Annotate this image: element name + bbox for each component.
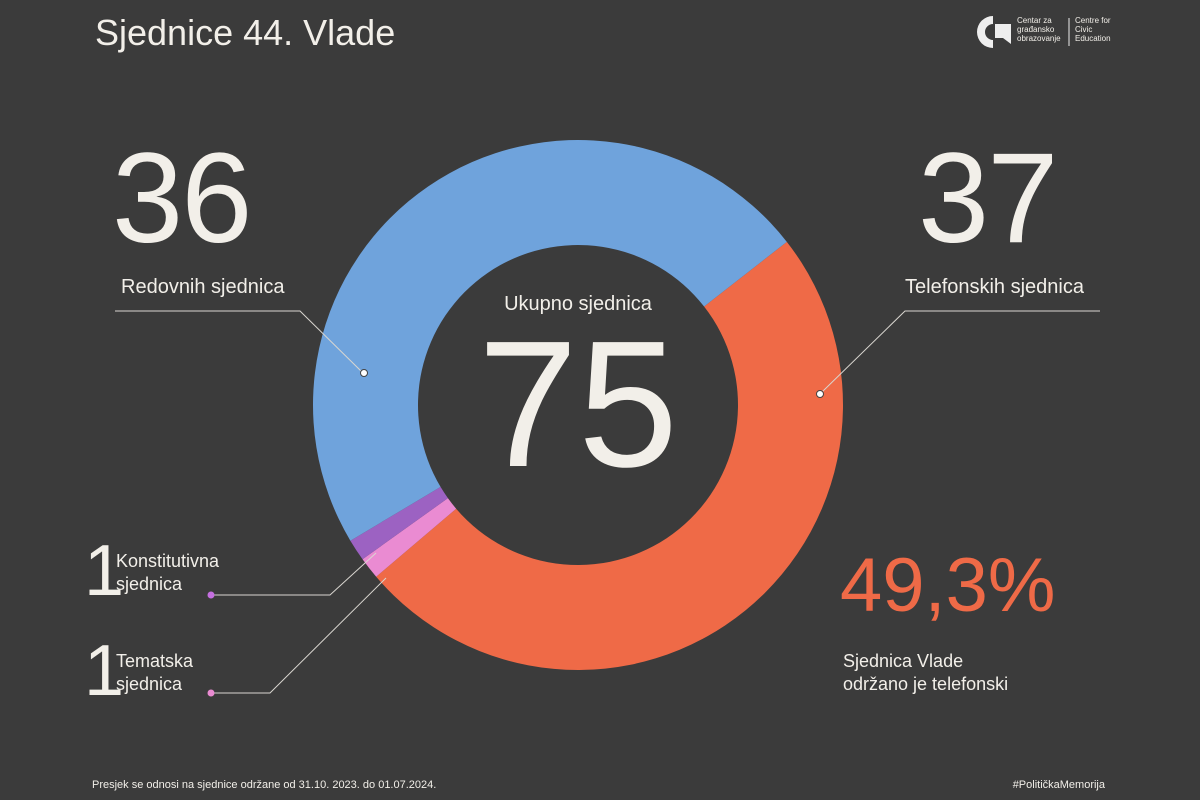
leader-line <box>115 310 363 373</box>
category-label: Tematska sjednica <box>116 651 194 695</box>
leader-line <box>213 552 377 596</box>
total-label: Ukupno sjednica <box>504 293 652 315</box>
share-value: 49,3% <box>840 543 1056 628</box>
value-label: 36 <box>112 127 252 270</box>
category-label: Konstitutivna sjednica <box>116 551 220 595</box>
total-value: 75 <box>477 304 679 505</box>
logo <box>977 16 1070 48</box>
value-label: 1 <box>84 631 125 711</box>
title: Sjednice 44. Vlade <box>95 12 396 53</box>
donut-slice <box>376 241 843 670</box>
hashtag: #PolitičkaMemorija <box>1012 779 1105 791</box>
leader-dot <box>207 591 215 599</box>
category-label: Telefonskih sjednica <box>905 276 1084 298</box>
leader-line <box>821 310 1100 393</box>
value-label: 37 <box>918 127 1058 270</box>
leader-dot <box>360 369 368 377</box>
donut-slice <box>313 140 787 541</box>
footnote: Presjek se odnosi na sjednice održane od… <box>92 779 437 791</box>
leader-line <box>213 577 387 694</box>
donut-slice <box>350 486 448 560</box>
logo-text: Centre for Civic Education <box>1075 16 1111 44</box>
share-text: Sjednica Vlade održano je telefonski <box>843 651 1009 695</box>
category-label: Redovnih sjednica <box>121 276 285 298</box>
donut-slice <box>362 498 457 577</box>
leader-dot <box>816 390 824 398</box>
value-label: 1 <box>84 531 125 611</box>
logo-text: Centar za građansko obrazovanje <box>1017 16 1061 44</box>
leader-dot <box>207 689 215 697</box>
